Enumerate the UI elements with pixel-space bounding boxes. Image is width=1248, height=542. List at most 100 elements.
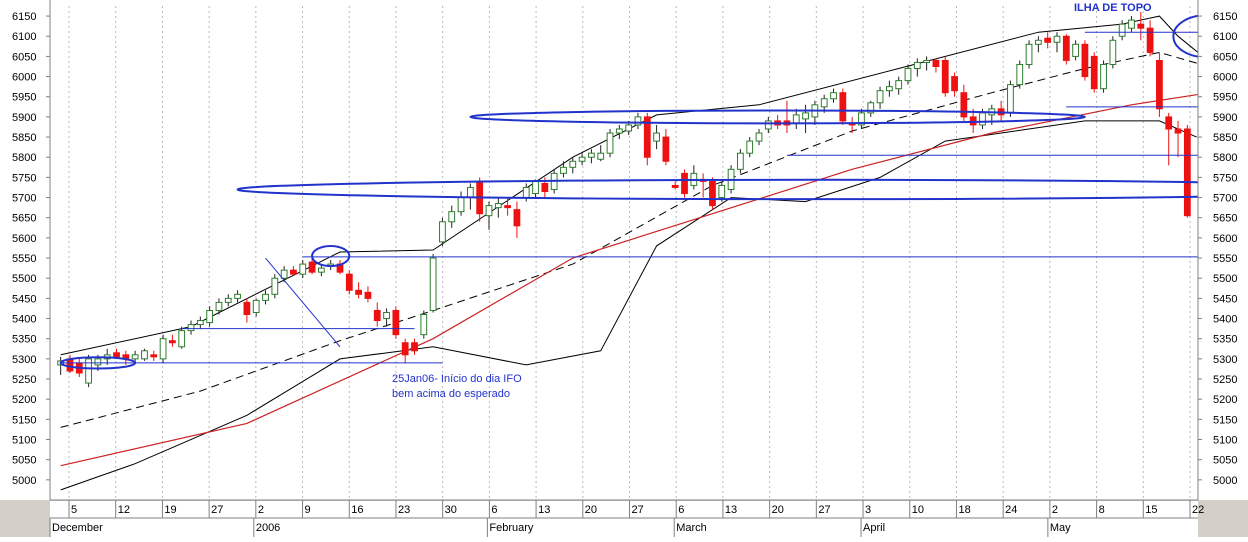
y-tick-label-left: 5850 (12, 132, 36, 144)
candle-up (913, 61, 921, 70)
candle-down (308, 261, 316, 273)
candle-up (271, 277, 279, 295)
y-tick-label-right: 5950 (1213, 92, 1237, 104)
candle-down (401, 342, 409, 356)
candle-down (66, 358, 74, 372)
candle-up (1109, 39, 1117, 65)
y-tick-label-right: 5450 (1213, 293, 1237, 305)
candle-up (979, 112, 986, 126)
x-tick-label: 6 (491, 504, 497, 516)
candle-down (504, 205, 511, 209)
candle-up (234, 293, 241, 299)
x-tick-label: 5 (71, 504, 77, 516)
candle-down (1165, 116, 1173, 130)
candle-up (764, 120, 772, 130)
candle-up (280, 269, 288, 279)
candle-up (858, 112, 865, 126)
y-tick-label-right: 5700 (1213, 193, 1237, 205)
y-tick-label-right: 5350 (1213, 334, 1237, 346)
y-axis-panel (1198, 0, 1248, 537)
x-tick-label: 22 (1192, 504, 1204, 516)
y-tick-label-right: 5000 (1213, 475, 1237, 487)
candle-down (355, 289, 363, 295)
candle-up (439, 221, 446, 243)
candle-down (709, 180, 716, 207)
y-tick-label-left: 5400 (12, 314, 36, 326)
x-tick-label: 27 (211, 504, 223, 516)
x-tick-label: 8 (1099, 504, 1105, 516)
candle-up (317, 267, 325, 273)
y-tick-label-right: 5550 (1213, 253, 1237, 265)
candle-down (1090, 55, 1098, 90)
annotation-ellipse (311, 244, 351, 268)
candle-up (494, 203, 502, 209)
candle-up (457, 197, 465, 213)
annotation-note-line2: bem acima do esperado (392, 388, 510, 400)
y-tick-label-right: 5250 (1213, 374, 1237, 386)
candle-down (960, 92, 968, 118)
annotation-note-line1: 25Jan06- Início do dia IFO (392, 373, 522, 385)
candle-down (541, 182, 549, 193)
candle-up (383, 311, 390, 320)
candle-up (159, 338, 167, 360)
candle-up (1007, 84, 1014, 114)
x-tick-label: 13 (725, 504, 737, 516)
candle-down (1183, 128, 1191, 217)
candle-up (867, 102, 875, 114)
candle-up (876, 90, 884, 104)
candle-down (1156, 59, 1163, 110)
y-tick-label-left: 5100 (12, 435, 36, 447)
y-tick-label-left: 5550 (12, 253, 36, 265)
y-tick-label-left: 6050 (12, 51, 36, 63)
bollinger-lower-line (60, 120, 1197, 491)
y-tick-label-left: 5800 (12, 152, 36, 164)
candle-up (215, 301, 223, 311)
annotation-ellipse (469, 109, 1086, 125)
y-tick-label-right: 6100 (1213, 31, 1237, 43)
y-tick-label-right: 5650 (1213, 213, 1237, 225)
y-tick-label-right: 5900 (1213, 112, 1237, 124)
candle-up (606, 132, 614, 154)
x-tick-label: 19 (164, 504, 176, 516)
candle-up (131, 354, 139, 360)
candle-up (178, 330, 186, 348)
candle-up (448, 211, 456, 223)
y-tick-label-right: 5800 (1213, 152, 1237, 164)
candle-down (671, 184, 679, 188)
month-label: May (1050, 522, 1071, 534)
y-tick-label-left: 5500 (12, 273, 36, 285)
month-label: March (676, 522, 707, 534)
candle-up (1100, 63, 1107, 90)
x-tick-label: 30 (445, 504, 457, 516)
candle-down (1044, 37, 1052, 43)
y-tick-label-right: 5850 (1213, 132, 1237, 144)
y-tick-label-right: 6150 (1213, 11, 1237, 23)
y-tick-label-left: 5250 (12, 374, 36, 386)
candle-up (755, 132, 763, 142)
grid-lines (68, 6, 1191, 500)
candle-down (411, 342, 418, 352)
candle-up (1053, 35, 1061, 43)
candle-down (1137, 23, 1145, 29)
candle-up (1118, 23, 1126, 37)
x-tick-label: 12 (118, 504, 130, 516)
candle-down (1062, 35, 1070, 61)
candle-down (951, 76, 958, 92)
candle-up (802, 112, 809, 120)
annotation-ellipse (59, 356, 137, 370)
x-tick-label: 3 (865, 504, 871, 516)
y-tick-label-right: 5750 (1213, 172, 1237, 184)
y-tick-label-left: 5300 (12, 354, 36, 366)
bollinger-upper-line (60, 15, 1216, 356)
candle-down (364, 291, 372, 299)
x-tick-label: 6 (678, 504, 684, 516)
y-tick-label-left: 5150 (12, 414, 36, 426)
y-tick-label-right: 6000 (1213, 72, 1237, 84)
candle-up (578, 156, 586, 162)
x-tick-label: 24 (1005, 504, 1017, 516)
candle-up (1034, 39, 1042, 45)
candle-down (839, 92, 847, 122)
x-tick-label: 2 (1052, 504, 1058, 516)
